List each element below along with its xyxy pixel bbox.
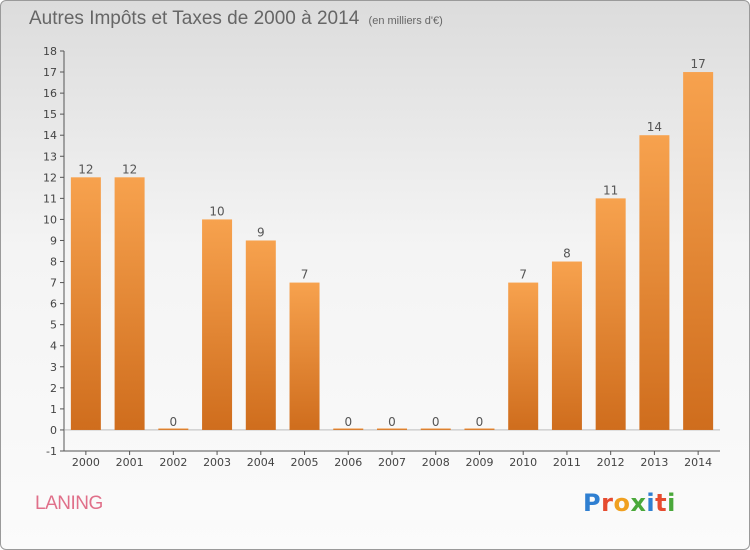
y-tick-label: 3 — [50, 361, 57, 374]
y-tick-label: 15 — [43, 108, 57, 121]
data-label: 0 — [388, 415, 396, 429]
x-tick-label: 2011 — [553, 456, 581, 469]
bar-2010 — [508, 282, 539, 430]
data-label: 17 — [690, 57, 705, 71]
x-tick-label: 2012 — [597, 456, 625, 469]
y-tick-label: 16 — [43, 87, 57, 100]
x-tick-label: 2006 — [334, 456, 362, 469]
bar-2004 — [245, 240, 276, 430]
y-tick-label: 2 — [50, 382, 57, 395]
bar-2007 — [377, 428, 407, 430]
x-tick-label: 2002 — [159, 456, 187, 469]
y-tick-label: 4 — [50, 340, 57, 353]
data-label: 9 — [257, 225, 265, 239]
logo-letter: r — [601, 489, 614, 517]
bar-2014 — [683, 72, 714, 430]
x-tick-label: 2000 — [72, 456, 100, 469]
data-label: 0 — [432, 415, 440, 429]
logo-letter: P — [583, 489, 602, 517]
data-label: 14 — [647, 120, 662, 134]
bar-2003 — [202, 219, 233, 430]
data-label: 10 — [209, 204, 224, 218]
bar-2009 — [464, 428, 495, 430]
y-tick-label: 12 — [43, 171, 57, 184]
data-label: 0 — [344, 415, 352, 429]
data-label: 0 — [170, 415, 178, 429]
bar-2008 — [420, 428, 451, 430]
bar-2000 — [70, 177, 101, 430]
chart-title-unit: (en milliers d'€) — [368, 15, 443, 27]
y-tick-label: 6 — [50, 298, 57, 311]
y-tick-label: 14 — [43, 129, 57, 142]
bar-2001 — [114, 177, 145, 430]
x-tick-label: 2007 — [378, 456, 406, 469]
proxiti-logo[interactable]: Proxiti — [583, 489, 676, 517]
y-tick-label: -1 — [46, 445, 57, 458]
data-label: 0 — [476, 415, 484, 429]
bar-2013 — [639, 135, 670, 430]
x-tick-label: 2001 — [116, 456, 144, 469]
x-tick-label: 2013 — [640, 456, 668, 469]
y-tick-label: 0 — [50, 424, 57, 437]
logo-letter: x — [630, 489, 647, 517]
x-tick-label: 2014 — [684, 456, 712, 469]
chart-title: Autres Impôts et Taxes de 2000 à 2014 (e… — [29, 8, 443, 30]
y-tick-label: 10 — [43, 213, 57, 226]
bar-2012 — [595, 198, 626, 430]
data-label: 7 — [519, 268, 527, 282]
y-tick-label: 11 — [43, 192, 57, 205]
logo-letter: i — [646, 489, 656, 517]
data-label: 7 — [301, 268, 309, 282]
x-tick-label: 2005 — [291, 456, 319, 469]
y-tick-label: 5 — [50, 319, 57, 332]
data-label: 12 — [78, 162, 93, 176]
bar-2011 — [551, 261, 582, 430]
x-tick-label: 2004 — [247, 456, 275, 469]
x-tick-label: 2010 — [509, 456, 537, 469]
logo-letter: t — [655, 489, 668, 517]
y-tick-label: 17 — [43, 66, 57, 79]
data-label: 8 — [563, 247, 571, 261]
y-tick-label: 7 — [50, 277, 57, 290]
y-tick-label: 1 — [50, 403, 57, 416]
x-tick-label: 2008 — [422, 456, 450, 469]
y-tick-label: 8 — [50, 256, 57, 269]
commune-name: LANING — [35, 493, 103, 514]
chart-title-main: Autres Impôts et Taxes de 2000 à 2014 — [29, 8, 360, 29]
x-tick-label: 2009 — [465, 456, 493, 469]
bar-2005 — [289, 282, 320, 430]
y-tick-label: 9 — [50, 234, 57, 247]
bar-2002 — [158, 428, 189, 430]
data-label: 11 — [603, 183, 618, 197]
logo-letter: o — [613, 489, 631, 517]
data-label: 12 — [122, 162, 137, 176]
y-tick-label: 13 — [43, 150, 57, 163]
logo-letter: i — [667, 489, 676, 517]
x-tick-label: 2003 — [203, 456, 231, 469]
bar-2006 — [333, 428, 364, 430]
y-tick-label: 18 — [43, 45, 57, 58]
